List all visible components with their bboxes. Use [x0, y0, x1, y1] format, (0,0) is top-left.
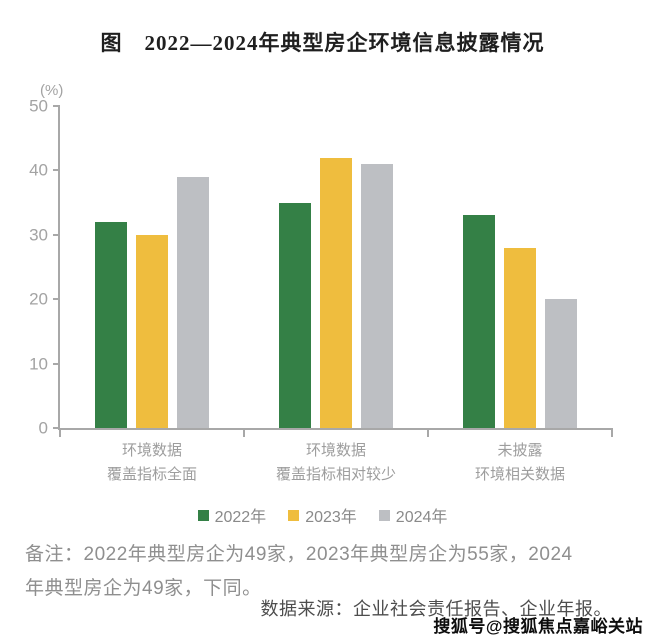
legend-label: 2022年 [214, 509, 267, 526]
x-tick-mark [59, 428, 61, 437]
legend-label: 2024年 [395, 509, 448, 526]
bar-2024年 [360, 163, 393, 428]
footnote-line-2: 年典型房企为49家，下同。 [25, 578, 262, 599]
bar-2023年 [135, 234, 168, 428]
watermark-text: 搜狐号@搜狐焦点嘉峪关站 [433, 617, 643, 636]
x-category-label-line: 覆盖指标全面 [106, 466, 197, 483]
footnote-line-1: 备注：2022年典型房企为49家，2023年典型房企为55家，2024 [25, 544, 573, 565]
x-category-label-line: 环境数据 [121, 442, 182, 459]
legend-swatch-icon [378, 509, 390, 521]
legend-item-2024年: 2024年 [378, 503, 448, 527]
x-category-label-line: 环境数据 [305, 442, 366, 459]
x-tick-mark [243, 428, 245, 437]
bar-2022年 [278, 202, 311, 428]
chart-title: 图 2022—2024年典型房企环境信息披露情况 [100, 31, 545, 55]
y-tick-mark [53, 169, 60, 172]
x-category-label-line: 环境相关数据 [474, 466, 565, 483]
y-tick-label: 50 [29, 96, 48, 116]
y-axis-unit-label: (%) [40, 82, 64, 99]
x-category-label: 未披露 环境相关数据 [428, 439, 612, 487]
legend-swatch-icon [197, 509, 209, 521]
y-tick-mark [53, 427, 60, 429]
legend-item-2023年: 2023年 [288, 503, 357, 527]
legend-label: 2023年 [305, 509, 357, 526]
x-category-label-line: 覆盖指标相对较少 [275, 466, 396, 483]
bar-2022年 [462, 215, 495, 428]
bar-2023年 [503, 247, 536, 428]
bar-2023年 [319, 157, 352, 428]
y-tick-label: 0 [38, 418, 48, 438]
y-tick-label: 20 [29, 289, 48, 309]
y-tick-mark [53, 298, 60, 301]
bar-2024年 [544, 299, 577, 428]
y-tick-label: 30 [29, 225, 48, 245]
x-tick-mark [427, 428, 429, 437]
x-category-label-line: 未披露 [497, 442, 543, 459]
x-tick-mark [611, 428, 613, 437]
plot-area: 0 10 20 30 40 50 环境数据 覆盖指标全面 环境数据 覆盖指标相对较少 未披露 环境相关… [29, 98, 613, 483]
y-tick-mark [53, 233, 60, 236]
y-tick-label: 40 [29, 160, 48, 180]
y-tick-label: 10 [29, 354, 48, 374]
footnote: 备注：2022年典型房企为49家，2023年典型房企为55家，2024 年典型房… [25, 538, 573, 606]
y-tick-mark [53, 105, 60, 107]
legend-swatch-icon [288, 509, 300, 521]
bar-group [244, 106, 428, 428]
bar-group [60, 106, 244, 428]
bar-group [428, 106, 612, 428]
legend-item-2022年: 2022年 [197, 503, 267, 527]
data-source-text: 数据来源：企业社会责任报告、企业年报。 [260, 599, 612, 619]
x-category-label: 环境数据覆盖指标全面 [60, 439, 244, 487]
x-category-label: 环境数据覆盖指标相对较少 [244, 439, 428, 487]
legend: 2022年 2023年 2024年 [0, 503, 645, 527]
bar-2022年 [94, 221, 127, 428]
bar-2024年 [176, 176, 209, 428]
y-tick-mark [53, 362, 60, 365]
